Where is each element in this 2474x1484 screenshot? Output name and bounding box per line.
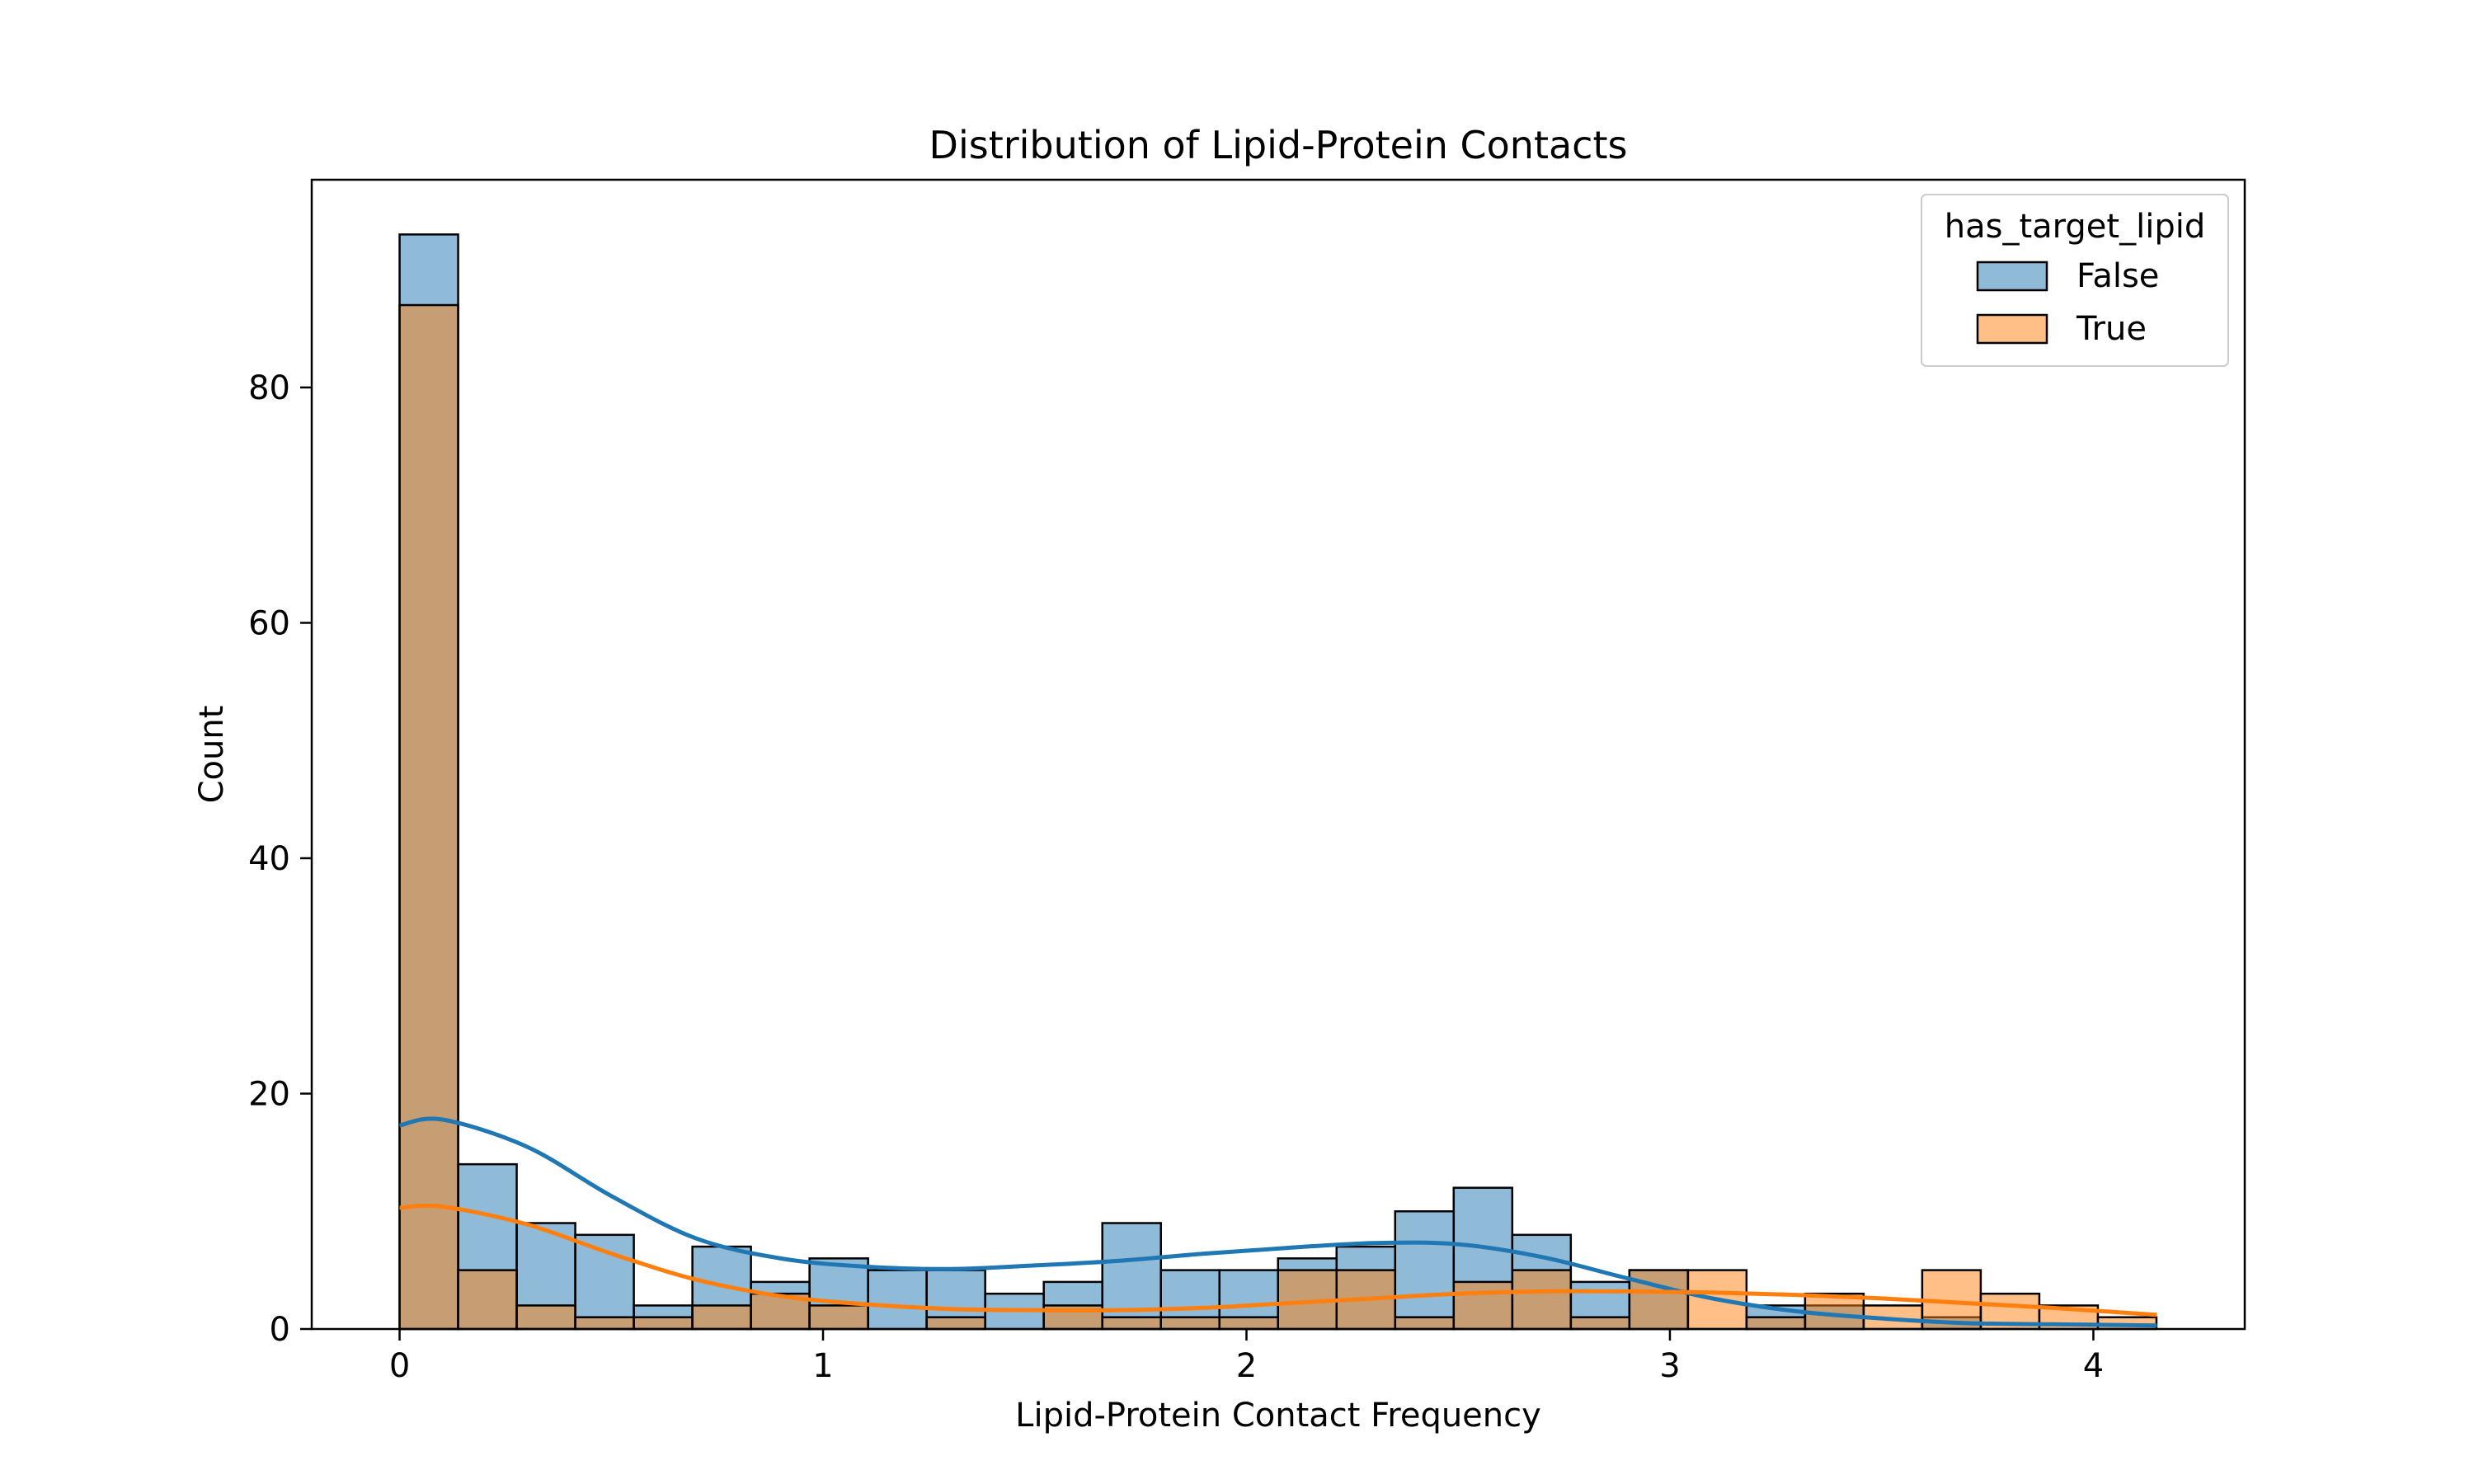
bar-true-12 <box>1101 1316 1162 1331</box>
bar-true-23 <box>1745 1316 1807 1331</box>
bars-layer <box>398 233 2158 1331</box>
bar-true-5 <box>691 1304 752 1331</box>
legend-entries: False True <box>1976 257 2159 348</box>
chart-title: Distribution of Lipid-Protein Contacts <box>929 123 1628 167</box>
y-tick-label: 40 <box>248 840 290 878</box>
y-axis: 0 20 40 60 80 <box>248 369 312 1349</box>
y-tick-label: 20 <box>248 1075 290 1113</box>
bar-true-7 <box>808 1304 869 1331</box>
kde-line-true <box>399 1203 2157 1317</box>
plot-frame <box>310 178 2246 1331</box>
kde-layer <box>399 1116 2157 1328</box>
bar-true-0 <box>398 303 459 1331</box>
bar-true-2 <box>515 1304 576 1331</box>
bar-true-18 <box>1452 1280 1514 1331</box>
x-axis: 0 1 2 3 4 <box>389 1329 2104 1385</box>
bar-false-12 <box>1101 1222 1162 1331</box>
x-tick-label: 1 <box>812 1347 833 1385</box>
bar-true-13 <box>1159 1316 1221 1331</box>
x-axis-label: Lipid-Protein Contact Frequency <box>1015 1397 1541 1435</box>
bar-true-1 <box>457 1269 518 1331</box>
bar-false-8 <box>867 1269 928 1331</box>
x-tick-label: 2 <box>1236 1347 1257 1385</box>
x-tick-label: 4 <box>2083 1347 2104 1385</box>
bar-true-17 <box>1394 1316 1456 1331</box>
bar-true-20 <box>1569 1316 1631 1331</box>
kde-line-false <box>399 1116 2157 1328</box>
legend-swatch-false <box>1976 261 2048 292</box>
bar-false-17 <box>1394 1209 1456 1331</box>
y-tick-label: 0 <box>270 1311 290 1349</box>
y-tick-label: 80 <box>248 369 290 407</box>
x-tick-label: 3 <box>1659 1347 1680 1385</box>
bar-true-9 <box>925 1316 986 1331</box>
bar-true-14 <box>1218 1316 1279 1331</box>
x-tick-label: 0 <box>389 1347 410 1385</box>
legend: has_target_lipid False True <box>1921 194 2229 367</box>
bar-true-4 <box>633 1316 694 1331</box>
bar-true-3 <box>574 1316 635 1331</box>
bar-false-3 <box>574 1233 635 1331</box>
legend-label-false: False <box>2077 257 2159 295</box>
y-axis-label: Count <box>193 706 231 804</box>
y-tick-label: 60 <box>248 604 290 642</box>
legend-title: has_target_lipid <box>1945 208 2205 246</box>
bar-true-19 <box>1511 1269 1573 1331</box>
legend-swatch-true <box>1976 313 2048 345</box>
legend-label-true: True <box>2076 310 2147 348</box>
